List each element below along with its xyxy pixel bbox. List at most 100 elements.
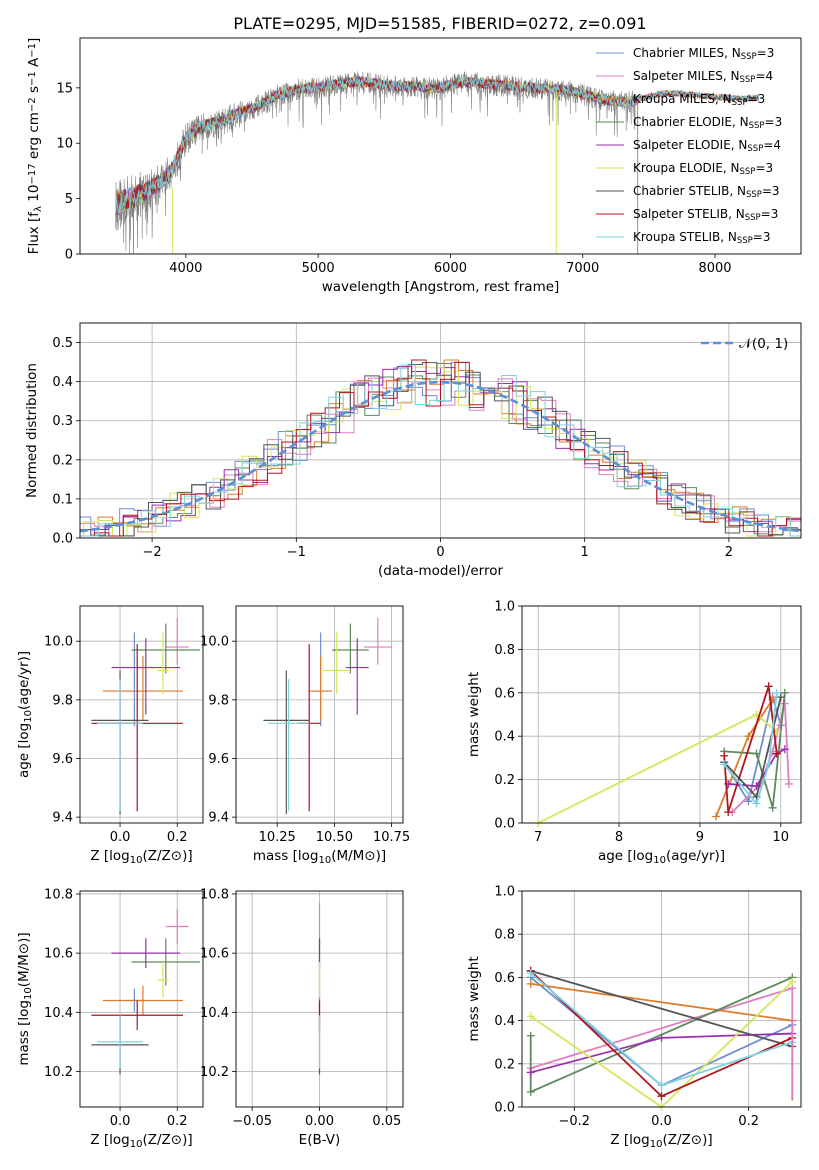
y-tick-label: 10.8: [200, 887, 229, 902]
axes-frame: [521, 890, 802, 1108]
residuals-panel: −2 −1 0 1 2 0.0 0.1 0.2 0.3 0.4 0.5 (data-model)/er…: [24, 322, 802, 579]
x-tick-label: 10.25: [259, 830, 296, 845]
y-tick-label: 9.4: [52, 811, 73, 826]
y-tick-label: 0.1: [52, 492, 73, 507]
legend-label-kroupa-stelib: Kroupa STELIB, NSSP=3: [633, 230, 771, 246]
x-tick-label: 0.00: [305, 1114, 334, 1129]
legend-text: Salpeter MILES, N: [633, 69, 740, 83]
weight-marker-kroupa-elodie: [526, 1012, 535, 1021]
weight-line-kroupa-elodie: [537, 713, 778, 824]
y-tick-label: 15: [56, 81, 73, 96]
x-tick-label: 0.2: [167, 1114, 188, 1129]
label-part: (Z/Z⊙)]: [142, 848, 192, 864]
legend-subscript: SSP: [740, 167, 756, 177]
label-part: −1: [27, 71, 38, 86]
axes-frame: [79, 37, 802, 255]
legend-label-salpeter-elodie: Salpeter ELODIE, NSSP=4: [633, 138, 781, 154]
y-tick-label: 0.8: [494, 928, 515, 943]
y-axis-label: mass [log10(M/M⊙)]: [16, 932, 34, 1065]
label-part: s: [26, 86, 42, 97]
y-tick-label: 10.8: [44, 887, 73, 902]
observed-spectrum: [115, 71, 636, 254]
legend-suffix: =3: [761, 207, 779, 221]
label-part: log: [298, 848, 319, 864]
label-part: Z [: [90, 1132, 109, 1148]
x-tick-label: 0: [436, 545, 444, 560]
y-tick-label: 10.4: [200, 1006, 229, 1021]
normal-curve: [80, 380, 801, 533]
label-part: 10: [130, 1139, 143, 1150]
weight-line-chabrier-elodie: [724, 692, 786, 809]
weight-marker-salpeter-stelib: [720, 751, 729, 760]
y-tick-label: 1.0: [494, 885, 515, 900]
weight-marker-kroupa-miles: [526, 979, 535, 988]
legend-label-chabrier-elodie: Chabrier ELODIE, NSSP=3: [633, 115, 782, 131]
label-part: 10: [23, 987, 34, 1000]
y-axis-label: mass weight: [466, 672, 482, 757]
histogram-salpeter-stelib: [80, 359, 801, 537]
y-tick-label: 10.0: [200, 635, 229, 650]
figure-title: PLATE=0295, MJD=51585, FIBERID=0272, z=0…: [233, 14, 646, 33]
legend-label-salpeter-miles: Salpeter MILES, NSSP=4: [633, 69, 773, 85]
label-part: log: [629, 1132, 650, 1148]
label-part: Normed distribution: [24, 363, 40, 498]
age-vs-mass-panel: 10.25 10.50 10.75 9.4 9.6 9.8 10.0 mass [log10(…: [200, 605, 410, 866]
y-tick-label: 0.4: [494, 1014, 515, 1029]
x-tick-label: 0.2: [738, 1114, 759, 1129]
weight-marker-kroupa-stelib: [526, 969, 535, 978]
legend-subscript: SSP: [732, 98, 748, 108]
x-axis-label: Z [log10(Z/Z⊙)]: [90, 1132, 192, 1150]
x-tick-label: 10.75: [373, 830, 410, 845]
y-tick-label: 0.6: [494, 686, 515, 701]
label-part: mass weight: [466, 956, 482, 1041]
legend-text: Chabrier MILES, N: [633, 46, 741, 60]
legend-text: Kroupa MILES, N: [633, 92, 732, 106]
weight-marker-kroupa-stelib: [764, 760, 773, 769]
x-tick-label: 5000: [302, 261, 335, 276]
legend-label-normal: 𝒩(0, 1): [739, 336, 788, 352]
legend-label-kroupa-miles: Kroupa MILES, NSSP=3: [633, 92, 765, 108]
label-part: f: [26, 211, 42, 217]
spectrum-lines: [115, 71, 760, 254]
weight-line-chabrier-stelib: [530, 970, 793, 1048]
histogram-chabrier-stelib: [80, 362, 801, 537]
label-part: Flux [: [26, 217, 42, 255]
x-tick-label: 0.0: [651, 1114, 672, 1129]
label-part: log: [16, 1000, 32, 1021]
x-tick-label: 0.2: [167, 830, 188, 845]
label-part: (age/yr)]: [666, 848, 725, 864]
weight-marker-chabrier-miles: [744, 797, 753, 806]
x-tick-label: 10: [773, 830, 790, 845]
y-tick-label: 0.0: [494, 817, 515, 832]
label-part: mass [: [253, 848, 298, 864]
y-tick-label: 0.3: [52, 414, 73, 429]
legend-text: Chabrier STELIB, N: [633, 184, 746, 198]
y-tick-label: 0.2: [494, 1057, 515, 1072]
x-tick-label: 7000: [566, 261, 599, 276]
label-part: −17: [27, 163, 38, 184]
weight-marker-kroupa-stelib: [720, 760, 729, 769]
weight-marker-salpeter-elodie: [657, 1033, 666, 1042]
weight-marker-salpeter-elodie: [526, 1068, 535, 1077]
weight-series: [526, 966, 797, 1111]
label-part: mass [: [16, 1021, 32, 1066]
legend-text: Salpeter ELODIE, N: [633, 138, 747, 152]
y-tick-label: 0.8: [494, 643, 515, 658]
label-part: Z [: [90, 848, 109, 864]
label-part: Z [: [610, 1132, 629, 1148]
x-tick-label: −2: [143, 545, 162, 560]
label-part: (Z/Z⊙)]: [142, 1132, 192, 1148]
label-part: mass weight: [466, 672, 482, 757]
legend-subscript: SSP: [737, 236, 753, 246]
x-axis-label: Z [log10(Z/Z⊙)]: [90, 848, 192, 866]
legend-suffix: =4: [755, 69, 773, 83]
legend-subscript: SSP: [740, 75, 756, 85]
weight-marker-chabrier-elodie: [752, 749, 761, 758]
weight-marker-salpeter-miles: [784, 779, 793, 788]
axes-frame: [235, 890, 404, 1108]
y-tick-label: 10.2: [200, 1065, 229, 1080]
weight-line-salpeter-stelib: [723, 686, 778, 813]
label-part: age [: [598, 848, 633, 864]
legend-subscript: SSP: [746, 190, 762, 200]
